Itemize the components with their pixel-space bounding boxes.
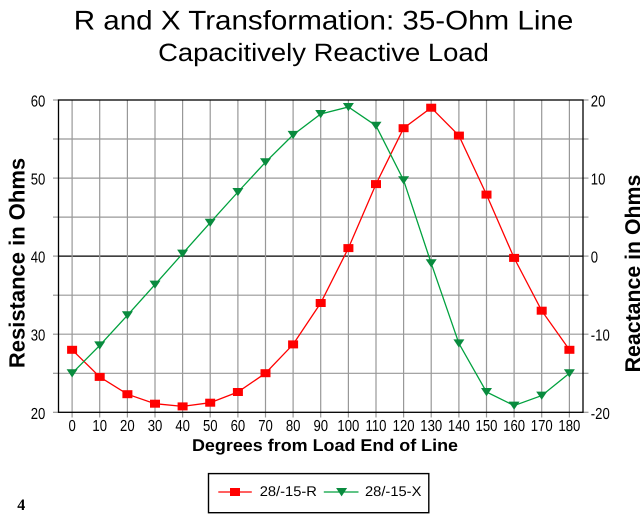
svg-text:180: 180 — [558, 418, 580, 435]
svg-text:4: 4 — [17, 497, 25, 514]
svg-text:30: 30 — [148, 418, 163, 435]
svg-text:50: 50 — [31, 172, 46, 189]
svg-text:40: 40 — [175, 418, 190, 435]
svg-text:50: 50 — [203, 418, 218, 435]
svg-text:160: 160 — [503, 418, 525, 435]
svg-text:10: 10 — [591, 172, 606, 189]
svg-text:0: 0 — [68, 418, 75, 435]
svg-text:30: 30 — [31, 328, 46, 345]
svg-text:20: 20 — [31, 406, 46, 423]
svg-text:100: 100 — [337, 418, 359, 435]
svg-text:90: 90 — [313, 418, 328, 435]
svg-text:120: 120 — [393, 418, 415, 435]
svg-text:170: 170 — [531, 418, 553, 435]
svg-text:20: 20 — [120, 418, 135, 435]
svg-text:60: 60 — [31, 94, 46, 111]
svg-text:110: 110 — [366, 418, 387, 435]
svg-text:Reactance in Ohms: Reactance in Ohms — [621, 175, 640, 373]
svg-text:0: 0 — [591, 250, 598, 267]
svg-text:10: 10 — [92, 418, 107, 435]
svg-text:28/-15-R: 28/-15-R — [260, 483, 317, 499]
svg-text:Degrees from Load End of Line: Degrees from Load End of Line — [192, 436, 458, 455]
svg-text:Resistance in Ohms: Resistance in Ohms — [4, 158, 29, 368]
svg-text:70: 70 — [258, 418, 273, 435]
svg-text:28/-15-X: 28/-15-X — [365, 483, 422, 499]
svg-text:-20: -20 — [591, 406, 610, 423]
svg-text:130: 130 — [420, 418, 442, 435]
svg-text:140: 140 — [448, 418, 470, 435]
svg-text:R and X Transformation: 35-Ohm: R and X Transformation: 35-Ohm Line — [74, 6, 574, 36]
svg-text:60: 60 — [231, 418, 246, 435]
svg-text:80: 80 — [286, 418, 301, 435]
svg-text:-10: -10 — [591, 328, 610, 345]
svg-text:Capacitively Reactive Load: Capacitively Reactive Load — [158, 39, 489, 67]
svg-text:20: 20 — [591, 94, 606, 111]
svg-text:40: 40 — [31, 250, 46, 267]
svg-text:150: 150 — [476, 418, 498, 435]
